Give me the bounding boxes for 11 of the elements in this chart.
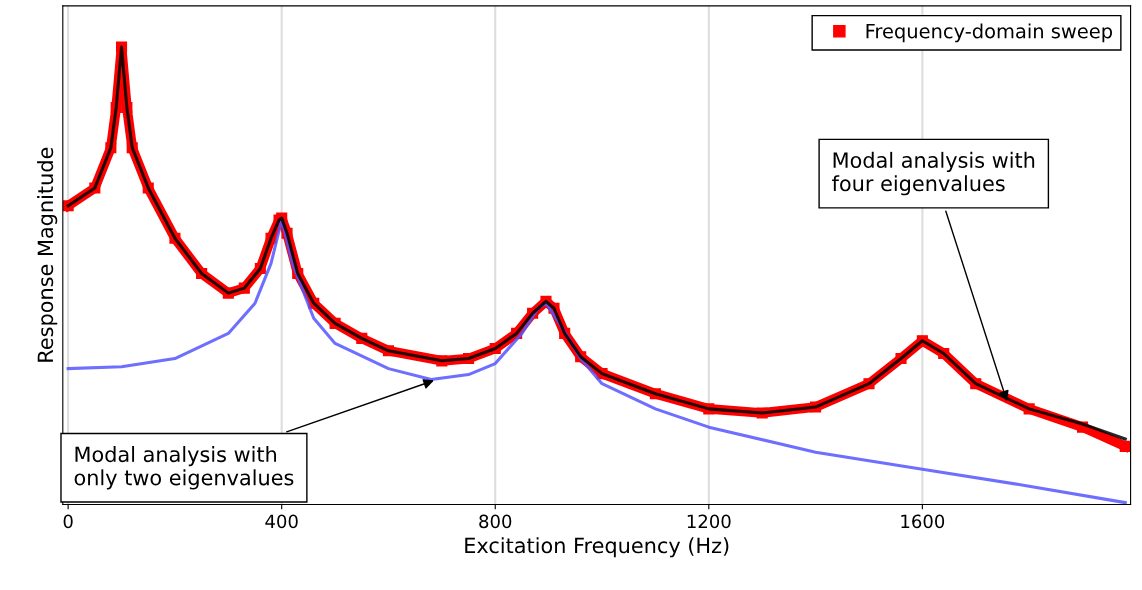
- annotation: Modal analysis with four eigenvalues: [832, 151, 1035, 196]
- point: [1119, 440, 1131, 452]
- x-tick-label: 1200: [687, 514, 731, 529]
- x-axis-title: Excitation Frequency (Hz): [465, 537, 729, 558]
- x-tick-label: 1600: [901, 514, 945, 529]
- annotation: Modal analysis with only two eigenvalues: [74, 446, 294, 490]
- x-tick-label: 400: [265, 514, 298, 529]
- x-tick-label: 0: [63, 514, 73, 529]
- legend-label: Frequency-domain sweep: [866, 23, 1113, 43]
- x-tick-label: 800: [479, 514, 512, 529]
- y-axis-title: Response Magnitude: [37, 147, 58, 362]
